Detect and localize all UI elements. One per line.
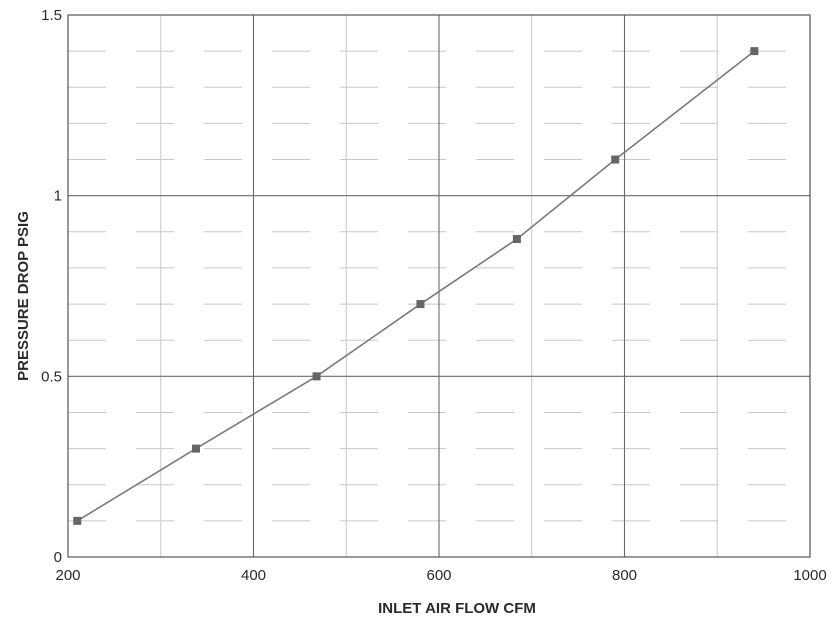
y-tick-label: 0 bbox=[54, 549, 62, 566]
x-axis-ticks: 200 400 600 800 1000 bbox=[55, 567, 826, 584]
data-point bbox=[191, 444, 200, 453]
data-point bbox=[416, 300, 425, 309]
x-tick-label: 1000 bbox=[793, 567, 826, 584]
y-tick-label: 1 bbox=[54, 188, 62, 205]
x-tick-label: 800 bbox=[612, 567, 637, 584]
plot-frame bbox=[67, 14, 811, 558]
data-point bbox=[750, 47, 759, 56]
x-tick-label: 400 bbox=[241, 567, 266, 584]
series-layer bbox=[73, 47, 759, 525]
y-axis-ticks: 0 0.5 1 1.5 bbox=[41, 7, 62, 566]
y-tick-label: 0.5 bbox=[41, 368, 62, 385]
x-tick-label: 200 bbox=[55, 567, 80, 584]
y-tick-label: 1.5 bbox=[41, 7, 62, 24]
data-point bbox=[611, 155, 620, 164]
data-point bbox=[73, 516, 82, 525]
major-grid bbox=[68, 15, 810, 557]
x-axis-title: INLET AIR FLOW CFM bbox=[378, 600, 536, 617]
y-axis-title: PRESSURE DROP PSIG bbox=[15, 211, 32, 381]
x-tick-label: 600 bbox=[426, 567, 451, 584]
data-point bbox=[312, 372, 321, 381]
series-line bbox=[76, 50, 755, 522]
data-point bbox=[512, 235, 521, 244]
